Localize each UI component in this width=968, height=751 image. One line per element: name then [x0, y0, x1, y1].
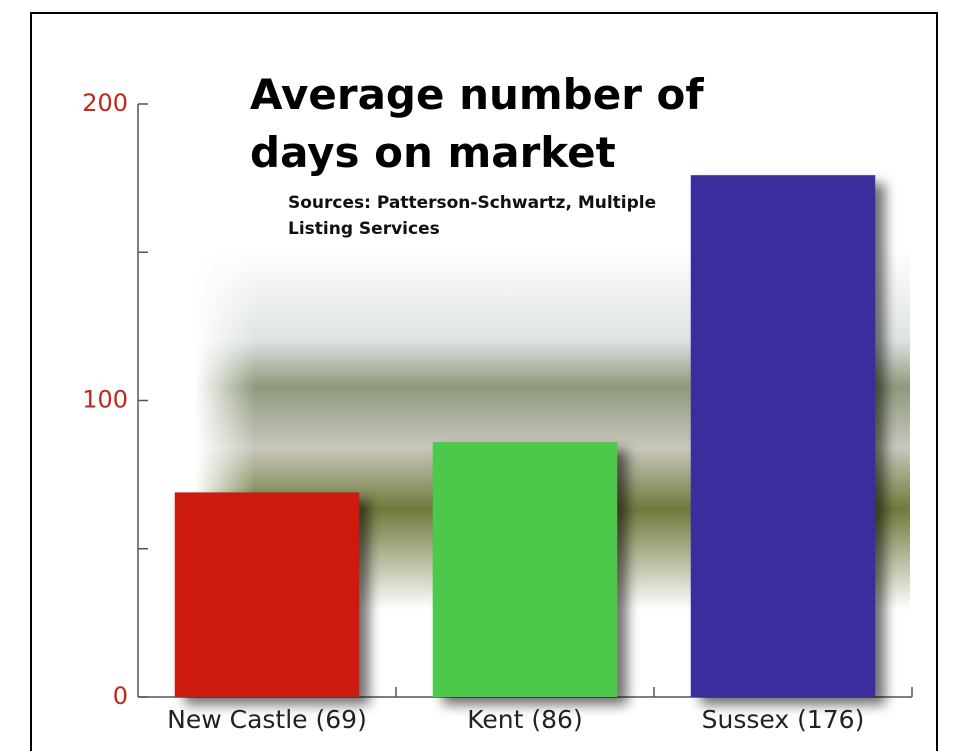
x-tick-label: Kent (86): [467, 705, 582, 734]
y-tick-label: 200: [82, 89, 128, 117]
chart-subtitle: Sources: Patterson-Schwartz, Multiple Li…: [288, 190, 668, 242]
x-tick-label: Sussex (176): [702, 705, 865, 734]
bar: [691, 175, 875, 697]
bar: [433, 442, 617, 697]
bar: [175, 492, 359, 697]
page: 0 100 200 New Castle (69) Kent (86) Sussex (1…: [0, 0, 968, 751]
x-tick-label: New Castle (69): [167, 705, 367, 734]
chart-title: Average number of days on market: [250, 66, 710, 182]
y-tick-label: 100: [82, 386, 128, 414]
y-tick-label: 0: [113, 682, 128, 710]
